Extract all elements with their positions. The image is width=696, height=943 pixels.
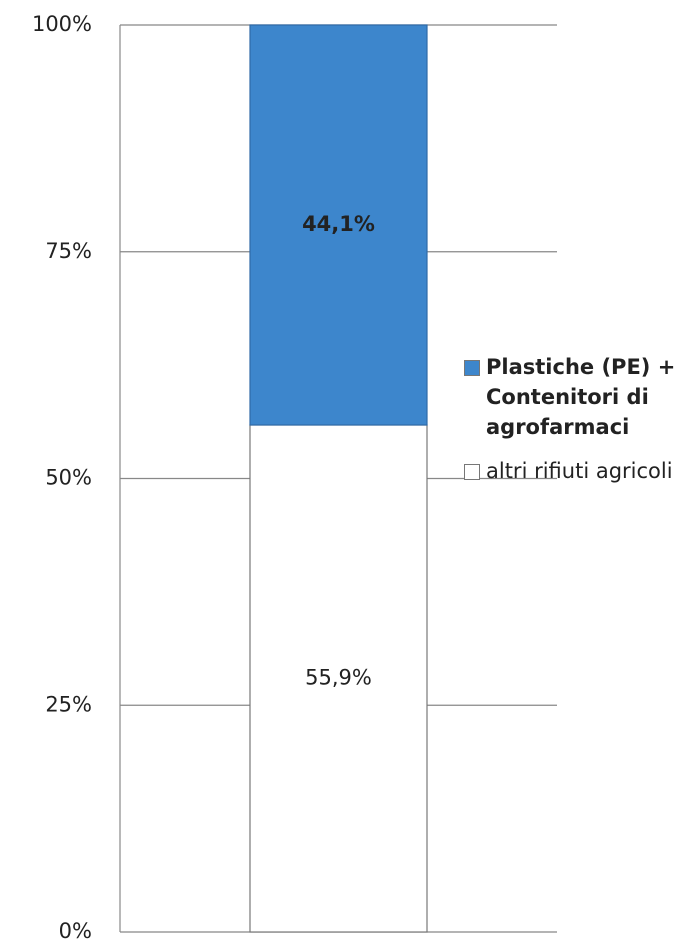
- legend-label: altri rifiuti agricoli: [486, 459, 673, 483]
- legend-entry: Plastiche (PE) + Contenitori di agrofarm…: [464, 352, 694, 442]
- value-label: 44,1%: [302, 212, 375, 236]
- legend-swatch: [464, 360, 480, 376]
- y-tick-label: 0%: [59, 919, 92, 943]
- y-tick-label: 25%: [45, 692, 92, 716]
- bar-segment: [249, 24, 428, 426]
- bar-segment: [249, 424, 428, 933]
- value-label: 55,9%: [305, 665, 372, 689]
- y-tick-label: 50%: [45, 466, 92, 490]
- legend-entry: altri rifiuti agricoli: [464, 456, 694, 486]
- legend-label: Plastiche (PE) + Contenitori di agrofarm…: [486, 355, 676, 439]
- legend-swatch: [464, 464, 480, 480]
- legend: Plastiche (PE) + Contenitori di agrofarm…: [464, 352, 694, 486]
- y-tick-label: 100%: [32, 12, 92, 36]
- y-tick-label: 75%: [45, 239, 92, 263]
